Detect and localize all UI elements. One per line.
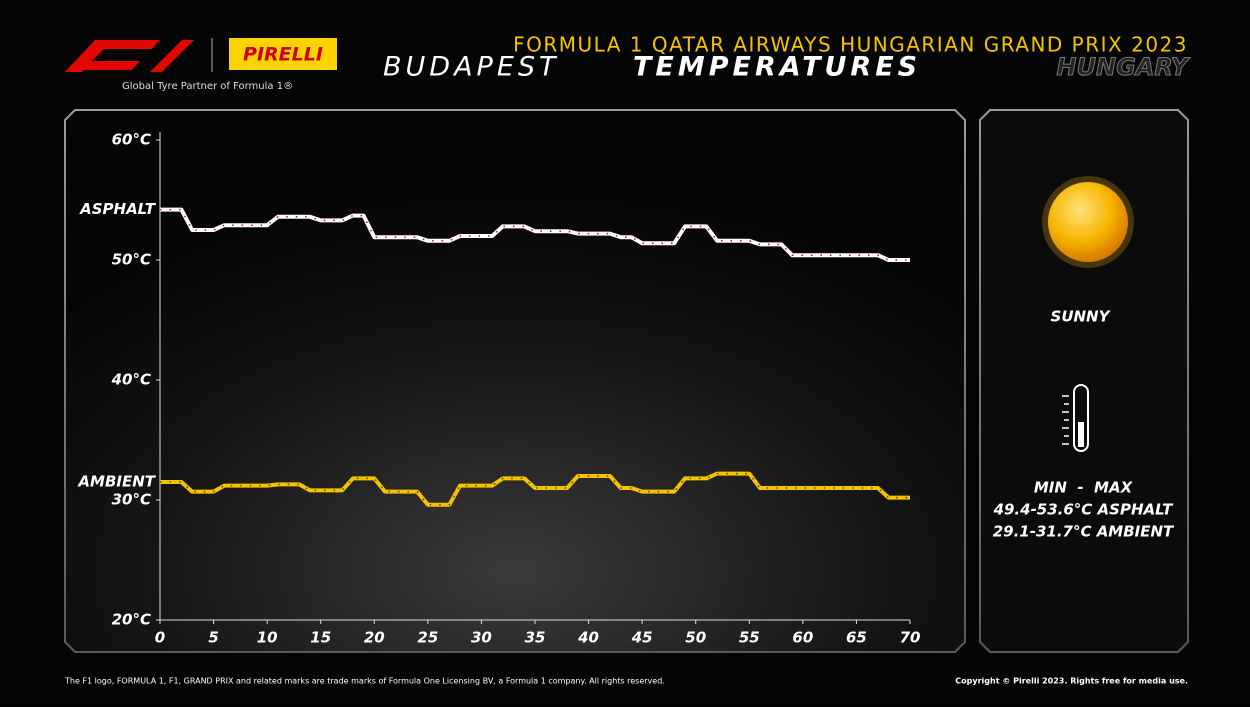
asphalt-range: 49.4-53.6°C ASPHALT: [993, 501, 1175, 519]
event-title: FORMULA 1 QATAR AIRWAYS HUNGARIAN GRAND …: [513, 33, 1188, 57]
country: HUNGARY: [1056, 53, 1190, 81]
x-tick-label: 10: [257, 629, 278, 647]
x-tick-label: 55: [739, 629, 760, 647]
x-tick-label: 30: [471, 629, 492, 647]
series-label: ASPHALT: [79, 200, 157, 218]
pirelli-logo: [229, 38, 337, 70]
x-tick-label: 20: [364, 629, 385, 647]
range-title: MIN - MAX: [1034, 479, 1134, 497]
y-tick-label: 40°C: [111, 371, 151, 389]
x-tick-label: 5: [208, 629, 218, 647]
subtitle: TEMPERATURES: [633, 52, 921, 83]
series-line: [160, 471, 910, 507]
x-tick-label: 50: [685, 629, 706, 647]
x-tick-label: 70: [900, 629, 921, 647]
x-tick-label: 45: [631, 629, 653, 647]
sun-icon: [1042, 176, 1134, 268]
series-label: AMBIENT: [77, 473, 156, 491]
thermometer-icon: [1062, 384, 1089, 452]
x-tick-label: 35: [525, 629, 546, 647]
weather: SUNNY: [1051, 308, 1112, 326]
series-line: [160, 207, 910, 262]
footer-left: The F1 logo, FORMULA 1, F1, GRAND PRIX a…: [64, 677, 665, 686]
x-tick-label: 40: [577, 629, 599, 647]
y-tick-label: 30°C: [112, 491, 151, 509]
x-tick-label: 15: [310, 629, 331, 647]
f1-logo: [65, 40, 194, 72]
y-tick-label: 50°C: [112, 251, 151, 269]
footer-right: Copyright © Pirelli 2023. Rights free fo…: [955, 677, 1188, 686]
brand: PIRELLI: [243, 44, 323, 66]
ambient-range: 29.1-31.7°C AMBIENT: [993, 523, 1175, 541]
y-tick-label: 20°C: [112, 611, 151, 629]
x-tick-label: 60: [792, 629, 813, 647]
y-tick-label: 60°C: [112, 131, 151, 149]
info-panel: [979, 109, 1189, 653]
x-tick-label: 25: [417, 629, 438, 647]
x-tick-label: 65: [846, 629, 867, 647]
city: BUDAPEST: [383, 52, 560, 83]
chart-panel: [64, 109, 966, 653]
x-tick-label: 0: [155, 629, 165, 647]
partner: Global Tyre Partner of Formula 1®: [122, 81, 293, 92]
